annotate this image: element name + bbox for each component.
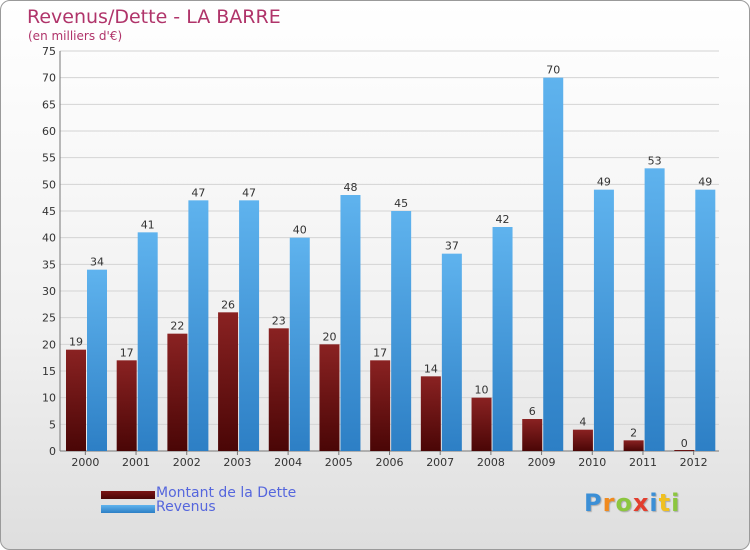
data-label-debt: 26 <box>221 298 235 311</box>
data-label-revenue: 49 <box>698 176 712 189</box>
x-tick-label: 2002 <box>173 456 201 469</box>
data-label-revenue: 37 <box>445 240 459 253</box>
y-tick-label: 45 <box>42 205 56 218</box>
y-tick-label: 20 <box>42 338 56 351</box>
logo-letter: o <box>615 489 633 517</box>
bar-debt <box>522 419 543 451</box>
bar-debt <box>116 360 137 451</box>
y-tick-label: 35 <box>42 258 56 271</box>
x-tick-label: 2008 <box>477 456 505 469</box>
bar-revenue <box>543 77 564 452</box>
logo-letter: x <box>632 489 650 517</box>
y-tick-label: 0 <box>49 445 56 458</box>
y-tick-label: 10 <box>42 392 56 405</box>
logo-letter: r <box>602 489 616 517</box>
legend-label-revenue: Revenus <box>156 499 216 515</box>
data-label-debt: 10 <box>475 384 489 397</box>
data-label-revenue: 42 <box>496 213 510 226</box>
x-tick-label: 2007 <box>426 456 454 469</box>
bar-debt <box>66 349 86 451</box>
bar-debt <box>167 333 188 451</box>
data-label-revenue: 48 <box>343 181 357 194</box>
data-label-debt: 19 <box>69 336 83 349</box>
y-tick-label: 40 <box>42 232 56 245</box>
data-label-debt: 20 <box>322 330 336 343</box>
data-label-debt: 0 <box>681 437 688 450</box>
data-label-revenue: 47 <box>242 186 256 199</box>
data-label-revenue: 40 <box>293 224 307 237</box>
logo-letter: t <box>658 489 672 517</box>
data-label-revenue: 47 <box>191 186 205 199</box>
bar-debt <box>674 450 695 451</box>
bar-revenue <box>391 211 412 451</box>
data-label-debt: 17 <box>373 346 387 359</box>
data-label-debt: 6 <box>529 405 536 418</box>
x-tick-label: 2003 <box>223 456 251 469</box>
y-tick-label: 55 <box>42 152 56 165</box>
legend-label-debt: Montant de la Dette <box>156 485 297 501</box>
data-label-debt: 2 <box>630 426 637 439</box>
bar-revenue <box>87 269 107 451</box>
bar-revenue <box>239 200 260 451</box>
bar-debt <box>218 312 239 451</box>
bar-revenue <box>492 227 513 451</box>
bar-debt <box>420 376 441 451</box>
x-tick-label: 2006 <box>376 456 404 469</box>
y-tick-label: 75 <box>42 45 56 58</box>
data-label-revenue: 41 <box>141 218 155 231</box>
data-label-revenue: 34 <box>90 256 104 269</box>
x-tick-label: 2011 <box>629 456 657 469</box>
logo-letter: i <box>649 489 659 517</box>
bar-revenue <box>644 168 665 452</box>
bar-debt <box>370 360 391 451</box>
legend-swatch-revenue <box>101 505 155 513</box>
x-tick-label: 2000 <box>71 456 99 469</box>
data-label-debt: 17 <box>120 346 134 359</box>
y-tick-label: 70 <box>42 72 56 85</box>
y-tick-label: 50 <box>42 178 56 191</box>
x-tick-label: 2009 <box>528 456 556 469</box>
bar-revenue <box>441 253 462 451</box>
y-tick-label: 65 <box>42 98 56 111</box>
y-tick-label: 30 <box>42 285 56 298</box>
bar-debt <box>623 440 644 451</box>
legend-swatch-debt <box>101 491 155 499</box>
data-label-debt: 23 <box>272 314 286 327</box>
data-label-debt: 4 <box>579 416 586 429</box>
data-label-revenue: 53 <box>648 154 662 167</box>
bar-debt <box>572 429 593 451</box>
y-tick-label: 25 <box>42 312 56 325</box>
x-tick-label: 2001 <box>122 456 150 469</box>
bar-revenue <box>695 189 716 451</box>
chart-subtitle: (en milliers d'€) <box>28 29 123 43</box>
bar-revenue <box>340 195 361 451</box>
data-label-revenue: 49 <box>597 176 611 189</box>
data-label-debt: 14 <box>424 362 438 375</box>
proxiti-logo: Proxiti <box>584 489 680 517</box>
logo-letter: i <box>671 489 681 517</box>
bar-debt <box>319 344 340 451</box>
data-label-revenue: 45 <box>394 197 408 210</box>
y-tick-label: 5 <box>49 418 56 431</box>
x-tick-label: 2005 <box>325 456 353 469</box>
x-tick-label: 2010 <box>578 456 606 469</box>
logo-letter: P <box>584 489 603 517</box>
bar-revenue <box>137 232 158 451</box>
data-label-revenue: 70 <box>546 64 560 77</box>
bar-debt <box>268 328 289 451</box>
data-label-debt: 22 <box>170 320 184 333</box>
chart-title: Revenus/Dette - LA BARRE <box>27 6 281 28</box>
x-tick-label: 2004 <box>274 456 302 469</box>
bar-revenue <box>289 237 310 451</box>
bar-debt <box>471 397 492 451</box>
bar-revenue <box>593 189 614 451</box>
y-tick-label: 60 <box>42 125 56 138</box>
x-tick-label: 2012 <box>680 456 708 469</box>
y-tick-label: 15 <box>42 365 56 378</box>
bar-revenue <box>188 200 209 451</box>
